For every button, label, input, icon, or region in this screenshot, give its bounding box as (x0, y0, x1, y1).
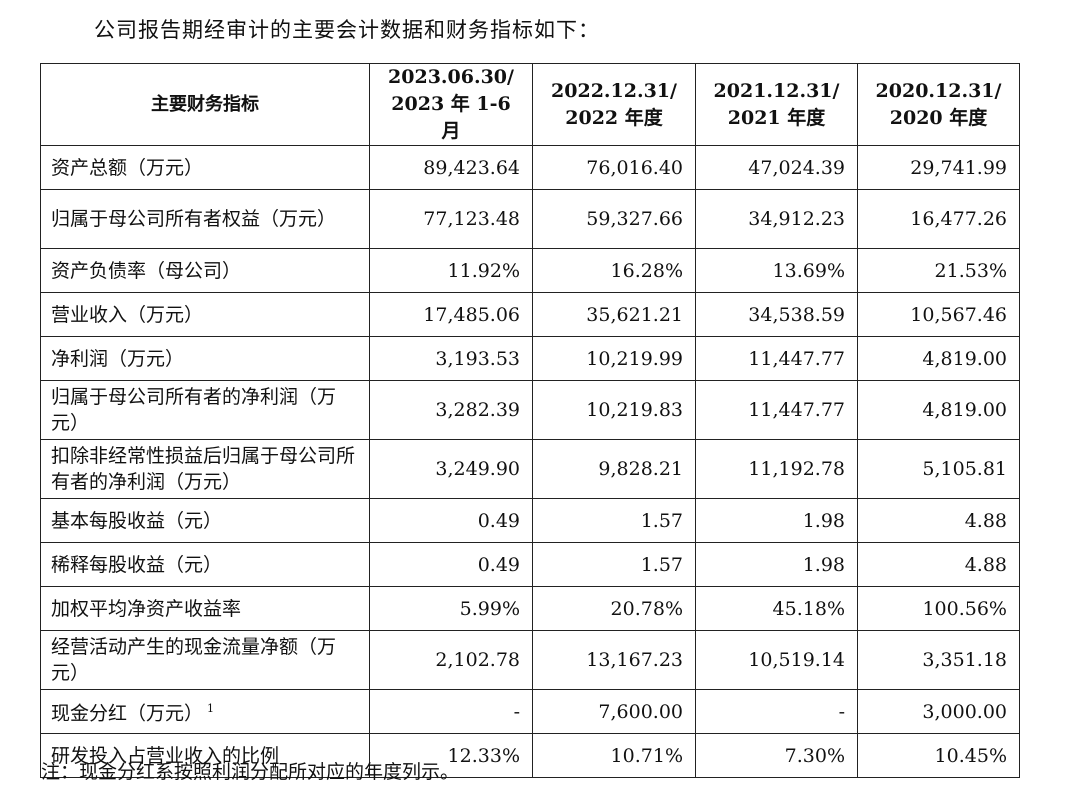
cell-value: 7,600.00 (532, 689, 696, 734)
row-label-diluted-eps: 稀释每股收益（元） (40, 542, 370, 587)
row-label-weighted-roe: 加权平均净资产收益率 (40, 586, 370, 631)
row-label-revenue: 营业收入（万元） (40, 292, 370, 337)
cell-value: 1.98 (695, 498, 858, 543)
row-label-basic-eps: 基本每股收益（元） (40, 498, 370, 543)
cell-value: 16,477.26 (857, 189, 1020, 249)
cell-value: 13.69% (695, 248, 858, 293)
table-row: 基本每股收益（元） 0.49 1.57 1.98 4.88 (40, 498, 1020, 543)
cell-value: 4.88 (857, 542, 1020, 587)
cash-dividend-label-text: 现金分红（万元） (51, 702, 204, 725)
cell-value: 45.18% (695, 586, 858, 631)
header-2020-period: 2020 年度 (889, 106, 988, 129)
row-label-operating-cash-flow: 经营活动产生的现金流量净额（万元） (40, 630, 370, 690)
cell-value: 10.45% (857, 733, 1020, 778)
table-row: 归属于母公司所有者的净利润（万元） 3,282.39 10,219.83 11,… (40, 380, 1020, 440)
cell-value: 11,447.77 (695, 336, 858, 381)
table-row: 经营活动产生的现金流量净额（万元） 2,102.78 13,167.23 10,… (40, 630, 1020, 690)
cell-value: 34,912.23 (695, 189, 858, 249)
cell-value: 0.49 (369, 498, 533, 543)
cell-value: 3,000.00 (857, 689, 1020, 734)
cell-value: 20.78% (532, 586, 696, 631)
header-2021-date: 2021.12.31/ (713, 79, 840, 102)
cell-value: 13,167.23 (532, 630, 696, 690)
row-label-adjusted-net-profit: 扣除非经常性损益后归属于母公司所有者的净利润（万元） (40, 439, 370, 499)
row-label-total-assets: 资产总额（万元） (40, 145, 370, 190)
cell-value: 21.53% (857, 248, 1020, 293)
header-2021: 2021.12.31/ 2021 年度 (695, 63, 858, 146)
table-row: 净利润（万元） 3,193.53 10,219.99 11,447.77 4,8… (40, 336, 1020, 381)
footnote-text: 注：现金分红系按照利润分配所对应的年度列示。 (41, 761, 460, 783)
footnote-marker: 1 (207, 702, 215, 716)
cell-value: 3,351.18 (857, 630, 1020, 690)
table-row: 资产总额（万元） 89,423.64 76,016.40 47,024.39 2… (40, 145, 1020, 190)
header-2021-period: 2021 年度 (727, 106, 826, 129)
cell-value: 10.71% (532, 733, 696, 778)
row-label-net-profit: 净利润（万元） (40, 336, 370, 381)
row-label-rd-ratio: 研发投入占营业收入的比例 (40, 733, 370, 778)
cell-value: 34,538.59 (695, 292, 858, 337)
table-row: 营业收入（万元） 17,485.06 35,621.21 34,538.59 1… (40, 292, 1020, 337)
cell-value: 3,249.90 (369, 439, 533, 499)
table-row: 研发投入占营业收入的比例 12.33% 10.71% 7.30% 10.45% (40, 733, 1020, 778)
cell-value: 11,447.77 (695, 380, 858, 440)
header-indicator-label: 主要财务指标 (40, 63, 370, 146)
cell-value: 10,219.83 (532, 380, 696, 440)
cell-value: 3,282.39 (369, 380, 533, 440)
cell-value: 9,828.21 (532, 439, 696, 499)
table-row: 归属于母公司所有者权益（万元） 77,123.48 59,327.66 34,9… (40, 189, 1020, 249)
intro-text: 公司报告期经审计的主要会计数据和财务指标如下： (94, 18, 600, 42)
row-label-debt-ratio: 资产负债率（母公司） (40, 248, 370, 293)
cell-value: 59,327.66 (532, 189, 696, 249)
row-label-cash-dividend: 现金分红（万元） 1 (40, 689, 370, 734)
cell-value: 89,423.64 (369, 145, 533, 190)
header-2022-date: 2022.12.31/ (551, 79, 677, 102)
header-2022-period: 2022 年度 (565, 106, 663, 129)
table-header-row: 主要财务指标 2023.06.30/ 2023 年 1-6 月 2022.12.… (40, 63, 1020, 146)
header-2022: 2022.12.31/ 2022 年度 (532, 63, 696, 146)
cell-value: 35,621.21 (532, 292, 696, 337)
cell-value: 10,219.99 (532, 336, 696, 381)
cell-value: 10,519.14 (695, 630, 858, 690)
cell-value: 0.49 (369, 542, 533, 587)
row-label-parent-equity: 归属于母公司所有者权益（万元） (40, 189, 370, 249)
cell-value: 4.88 (857, 498, 1020, 543)
cell-value: 100.56% (857, 586, 1020, 631)
header-2023h1-date: 2023.06.30/ (388, 66, 514, 88)
table-row: 扣除非经常性损益后归属于母公司所有者的净利润（万元） 3,249.90 9,82… (40, 439, 1020, 499)
cell-value: 11,192.78 (695, 439, 858, 499)
cell-value: 12.33% (369, 733, 533, 778)
table-row: 加权平均净资产收益率 5.99% 20.78% 45.18% 100.56% (40, 586, 1020, 631)
cell-value: 1.98 (695, 542, 858, 587)
header-2020-date: 2020.12.31/ (875, 79, 1002, 102)
cell-value: 29,741.99 (857, 145, 1020, 190)
financial-indicators-table: 主要财务指标 2023.06.30/ 2023 年 1-6 月 2022.12.… (40, 63, 1020, 778)
cell-value: 1.57 (532, 498, 696, 543)
cell-value: 5,105.81 (857, 439, 1020, 499)
cell-value: 7.30% (695, 733, 858, 778)
table-row: 现金分红（万元） 1 - 7,600.00 - 3,000.00 (40, 689, 1020, 734)
cell-value: 16.28% (532, 248, 696, 293)
cell-value: 2,102.78 (369, 630, 533, 690)
cell-value: 1.57 (532, 542, 696, 587)
header-2023h1: 2023.06.30/ 2023 年 1-6 月 (369, 63, 533, 146)
cell-value: 47,024.39 (695, 145, 858, 190)
cell-value: 77,123.48 (369, 189, 533, 249)
cell-value: - (369, 689, 533, 734)
cell-value: 5.99% (369, 586, 533, 631)
cell-value: - (695, 689, 858, 734)
row-label-parent-net-profit: 归属于母公司所有者的净利润（万元） (40, 380, 370, 440)
header-2020: 2020.12.31/ 2020 年度 (857, 63, 1020, 146)
cell-value: 76,016.40 (532, 145, 696, 190)
header-2023h1-period: 2023 年 1-6 月 (391, 93, 511, 142)
table-row: 稀释每股收益（元） 0.49 1.57 1.98 4.88 (40, 542, 1020, 587)
cell-value: 11.92% (369, 248, 533, 293)
cell-value: 17,485.06 (369, 292, 533, 337)
cell-value: 4,819.00 (857, 380, 1020, 440)
cell-value: 10,567.46 (857, 292, 1020, 337)
cell-value: 3,193.53 (369, 336, 533, 381)
table-row: 资产负债率（母公司） 11.92% 16.28% 13.69% 21.53% (40, 248, 1020, 293)
cell-value: 4,819.00 (857, 336, 1020, 381)
